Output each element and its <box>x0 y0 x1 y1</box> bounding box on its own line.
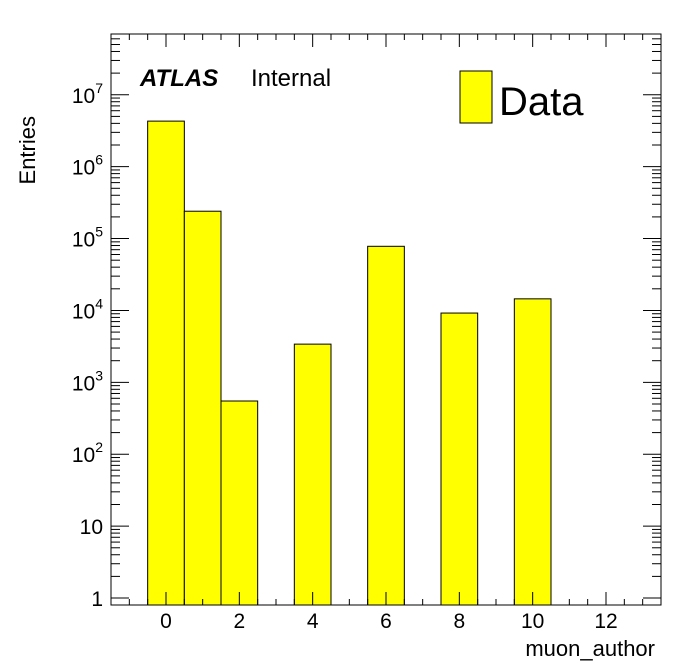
y-tick-label: 102 <box>72 439 103 467</box>
atlas-label: ATLAS <box>139 65 218 92</box>
plot-frame <box>110 33 662 606</box>
y-axis-title: Entries <box>15 116 40 184</box>
bar-8 <box>440 312 479 606</box>
x-tick-label: 8 <box>453 610 465 633</box>
x-tick-label: 6 <box>380 610 392 633</box>
x-tick-label: 10 <box>521 610 544 633</box>
bar-4 <box>293 343 332 606</box>
bar-6 <box>367 245 405 606</box>
x-axis-title: muon_author <box>525 636 655 661</box>
y-tick-label: 107 <box>72 80 103 108</box>
bar-2 <box>220 400 259 606</box>
x-tick-label: 4 <box>307 610 319 633</box>
x-tick-labels: 0 2 4 6 8 10 12 <box>160 610 618 633</box>
bar-1 <box>183 210 222 606</box>
y-tick-label: 10 <box>80 516 103 539</box>
x-tick-label: 12 <box>594 610 617 633</box>
bar-0 <box>147 120 185 606</box>
x-tick-label: 0 <box>160 610 172 633</box>
y-tick-labels: 1 10 102 103 104 105 106 107 <box>72 80 103 611</box>
y-tick-label: 103 <box>72 367 103 395</box>
y-tick-label: 106 <box>72 152 103 180</box>
bars-group <box>147 120 552 606</box>
bar-10 <box>513 298 552 606</box>
y-tick-label: 1 <box>91 588 103 611</box>
internal-label: Internal <box>251 65 331 92</box>
legend-swatch <box>459 70 493 124</box>
x-tick-label: 2 <box>233 610 245 633</box>
legend-entry-data: Data <box>499 80 584 124</box>
y-tick-label: 105 <box>72 224 103 252</box>
y-tick-label: 104 <box>72 295 103 323</box>
